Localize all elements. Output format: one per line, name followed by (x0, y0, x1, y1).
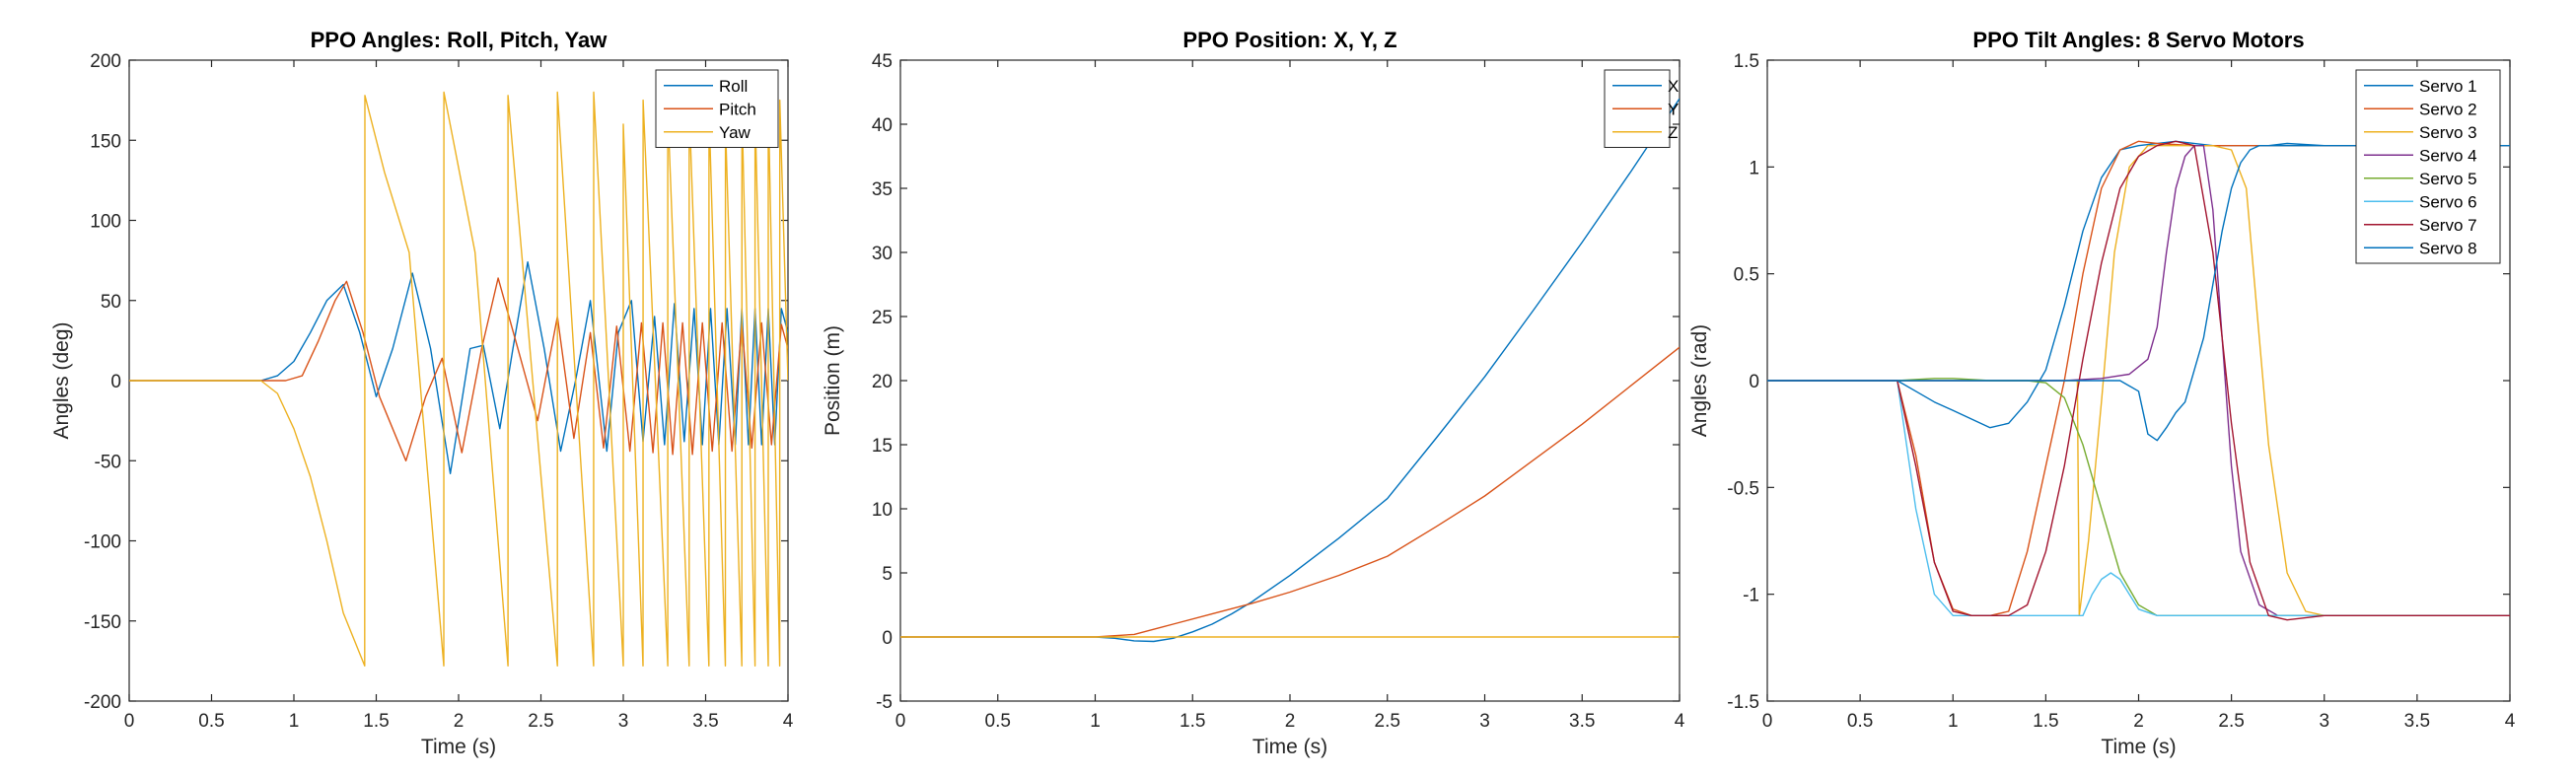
chart-panel-1: 0 0.5 1 1.5 2 2.5 3 3.5 4 -200 -150 -100 -50 0 50 100 15… (50, 28, 794, 758)
series-line-y (900, 346, 1680, 638)
legend-entry: Servo 6 (2419, 192, 2477, 211)
x-tick-label: 0.5 (1847, 711, 1873, 732)
x-tick-label: 1.5 (2033, 711, 2058, 732)
x-axis-label: Time (s) (1252, 736, 1327, 758)
series-line-servo-7 (1767, 140, 2510, 621)
series-line-pitch (129, 277, 788, 461)
x-tick-label: 2 (1285, 711, 1296, 732)
y-tick-label: 5 (882, 564, 893, 585)
y-tick-label: 1 (1749, 158, 1759, 178)
legend-entry: Servo 7 (2419, 216, 2477, 235)
x-axis-label: Time (s) (2101, 736, 2176, 758)
y-tick-label: -100 (84, 532, 121, 553)
chart-title: PPO Angles: Roll, Pitch, Yaw (311, 28, 608, 52)
legend-entry: Y (1668, 100, 1679, 118)
chart-panel-3: 0 0.5 1 1.5 2 2.5 3 3.5 4 -1.5 -1 -0.5 0 0.5 1 1.5 PPO T… (1688, 28, 2516, 758)
x-tick-label: 0 (895, 711, 906, 732)
y-tick-label: 10 (872, 500, 893, 521)
x-tick-label: 1.5 (1180, 711, 1205, 732)
legend-entry: X (1668, 77, 1679, 96)
legend-entry: Yaw (719, 123, 751, 142)
y-tick-label: 0.5 (1734, 265, 1759, 286)
legend-entry: Z (1668, 123, 1678, 142)
x-tick-label: 3.5 (692, 711, 718, 732)
y-tick-label: 25 (872, 308, 893, 328)
x-tick-label: 3 (2319, 711, 2329, 732)
legend-entry: Servo 1 (2419, 77, 2477, 96)
y-tick-label: 200 (90, 51, 121, 72)
y-axis-label: Position (m) (822, 325, 844, 436)
legend-entry: Servo 4 (2419, 146, 2477, 165)
y-axis-label: Angles (rad) (1688, 324, 1711, 437)
y-tick-label: 0 (882, 628, 893, 649)
y-tick-label: -5 (876, 692, 893, 713)
series-group (900, 98, 1680, 643)
y-tick-label: 30 (872, 244, 893, 264)
series-line-servo-8 (1767, 144, 2510, 442)
x-tick-label: 2 (454, 711, 465, 732)
y-tick-label: 15 (872, 436, 893, 457)
y-tick-label: 1.5 (1734, 51, 1759, 72)
x-tick-label: 1 (289, 711, 300, 732)
x-tick-label: 4 (2505, 711, 2516, 732)
chart-title: PPO Position: X, Y, Z (1182, 28, 1396, 52)
x-tick-label: 0.5 (198, 711, 224, 732)
x-tick-label: 1.5 (363, 711, 389, 732)
x-tick-label: 3.5 (2404, 711, 2430, 732)
x-tick-label: 2.5 (528, 711, 553, 732)
chart-panel-2: 0 0.5 1 1.5 2 2.5 3 3.5 4-5051015202530354045PPO… (822, 28, 1685, 758)
legend-entry: Servo 8 (2419, 239, 2477, 257)
y-tick-label: 20 (872, 372, 893, 392)
x-tick-label: 4 (783, 711, 794, 732)
series-group (1767, 140, 2510, 621)
x-tick-label: 0 (1762, 711, 1773, 732)
y-tick-label: -50 (95, 452, 121, 472)
y-tick-label: -1.5 (1727, 692, 1759, 713)
x-tick-label: 2 (2133, 711, 2144, 732)
legend: Roll Pitch Yaw (655, 69, 779, 148)
legend-entry: Servo 5 (2419, 170, 2477, 188)
x-tick-label: 3 (618, 711, 629, 732)
series-group (129, 91, 788, 667)
legend-entry: Pitch (719, 100, 756, 118)
series-line-servo-4 (1767, 144, 2510, 616)
y-tick-label: 0 (1749, 372, 1759, 392)
x-tick-label: 3 (1479, 711, 1490, 732)
x-tick-label: 0.5 (985, 711, 1011, 732)
chart-title: PPO Tilt Angles: 8 Servo Motors (1972, 28, 2304, 52)
y-tick-label: 40 (872, 115, 893, 136)
y-tick-label: 45 (872, 51, 893, 72)
x-tick-label: 3.5 (1569, 711, 1595, 732)
y-tick-label: -0.5 (1727, 478, 1759, 499)
legend-box (2355, 69, 2501, 264)
legend: Servo 1 Servo 2 Servo 3 Servo 4 Servo 5 Servo… (2355, 69, 2501, 264)
legend-entry: Servo 3 (2419, 123, 2477, 142)
x-axis-label: Time (s) (421, 736, 496, 758)
y-tick-label: -1 (1743, 586, 1759, 606)
y-tick-label: 35 (872, 179, 893, 200)
series-line-servo-6 (1767, 380, 2510, 616)
y-axis-label: Angles (deg) (50, 321, 73, 439)
y-tick-label: 100 (90, 212, 121, 233)
legend: XYZ (1604, 69, 1679, 148)
legend-entry: Servo 2 (2419, 100, 2477, 118)
y-tick-label: -200 (84, 692, 121, 713)
x-tick-label: 1 (1948, 711, 1959, 732)
x-tick-label: 2.5 (2218, 711, 2244, 732)
x-tick-label: 2.5 (1375, 711, 1400, 732)
y-tick-label: 50 (101, 292, 121, 313)
plot-area (899, 59, 1681, 702)
legend-entry: Roll (719, 77, 748, 96)
x-tick-label: 1 (1090, 711, 1101, 732)
series-line-x (900, 98, 1680, 643)
x-tick-label: 0 (124, 711, 135, 732)
x-tick-label: 4 (1675, 711, 1685, 732)
series-line-yaw (129, 91, 788, 667)
y-tick-label: -150 (84, 612, 121, 633)
y-tick-label: 150 (90, 131, 121, 152)
y-tick-label: 0 (110, 372, 121, 392)
